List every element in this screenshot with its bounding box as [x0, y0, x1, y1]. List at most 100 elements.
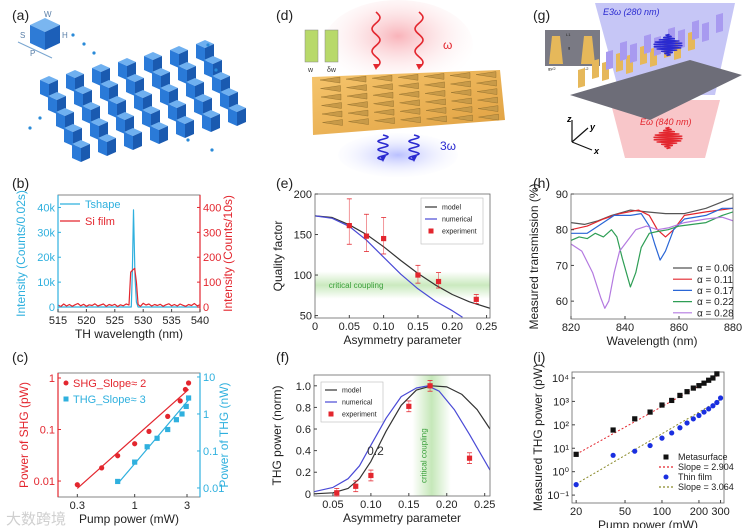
- triangle-antenna: [320, 93, 342, 101]
- y-tick-label: 10⁰: [552, 467, 569, 479]
- y-tick-label: 10¹: [553, 443, 569, 455]
- cube-left: [178, 66, 187, 84]
- legend: model numerical experiment: [420, 197, 484, 245]
- x-tick-label: 840: [616, 322, 634, 334]
- harmonic-wave-arrow-arrowhead: [411, 156, 417, 162]
- data-point: [647, 409, 653, 415]
- y-tick-label: 1.0: [296, 381, 311, 393]
- band-label: critical coupling: [419, 428, 428, 483]
- thg-wave-packet: [653, 33, 683, 57]
- triangle-antenna: [478, 113, 499, 121]
- legend-label: Metasurface: [678, 452, 728, 462]
- data-point: [132, 459, 138, 465]
- data-point: [647, 442, 653, 449]
- cube-block: [168, 100, 186, 122]
- inset-label-s: S: [20, 31, 25, 40]
- cube-left: [204, 60, 213, 78]
- chart-h: 820 840 860 880 60 70 80 90 Wavelength (nm) Measu…: [527, 183, 742, 348]
- data-point: [185, 395, 192, 401]
- x-tick-label: 515: [49, 315, 67, 327]
- y-tick-label: 0: [305, 489, 311, 501]
- triangle-antenna: [399, 99, 420, 107]
- y-tick-label: 50: [300, 311, 312, 323]
- illustration-d-metasurface: w δw ω 3ω: [304, 0, 505, 177]
- x-tick-label: 3: [184, 500, 190, 512]
- y-tick-label: 0.8: [296, 402, 311, 414]
- triangle-antenna: [319, 76, 341, 84]
- chart-f: critical coupling 0.05 0.10 0.15 0.20 0.25 0 0.…: [270, 374, 495, 525]
- cube-block: [108, 96, 126, 118]
- series-line-h-3: [571, 211, 733, 288]
- y-tick-label: 100: [294, 270, 312, 282]
- data-point: [144, 444, 150, 450]
- data-point: [99, 465, 105, 471]
- data-point: [183, 403, 189, 410]
- dot: [210, 148, 214, 152]
- illustration-g-metasurface: E3ω (280 nm) Eω (840 nm) z y x L1 g L2 g…: [545, 3, 742, 158]
- legend-label: Slope = 3.064: [678, 482, 734, 492]
- inset-label-w: w: [307, 67, 314, 74]
- plot-area: [571, 197, 733, 309]
- triangle-antenna: [346, 92, 368, 100]
- cube-block: [228, 104, 246, 126]
- cube-right: [81, 144, 90, 162]
- y2-tick-label: 10: [203, 372, 215, 384]
- series-line-b-1: [58, 267, 200, 308]
- bar-antenna: [716, 13, 723, 33]
- cube-block: [150, 122, 168, 144]
- plot-frame: [570, 193, 734, 320]
- y-axis-label: THG power (norm): [270, 385, 284, 485]
- panel-label-i: (i): [533, 349, 545, 365]
- x-tick-label: 0.3: [70, 500, 85, 512]
- data-point: [165, 426, 171, 433]
- data-point: [346, 223, 352, 229]
- legend: model numerical experiment: [320, 381, 384, 423]
- cube-left: [100, 84, 109, 102]
- legend-label: Tshape: [85, 199, 120, 211]
- axis-z-label: z: [566, 114, 572, 124]
- chart-b: 515 520 525 530 535 540010k20k30k40k010020030…: [14, 190, 235, 341]
- y-axis-label: Quality factor: [271, 221, 285, 292]
- pump-wave-packet: [653, 126, 683, 150]
- substrate: [570, 60, 742, 120]
- x-tick-label: 525: [106, 315, 124, 327]
- y-tick-label: 0.4: [296, 446, 311, 458]
- panel-label-f: (f): [276, 349, 289, 365]
- legend-label: SHG_Slope≈ 2: [73, 378, 146, 390]
- y-tick-label: 60: [556, 296, 568, 308]
- data-point: [710, 403, 716, 409]
- data-point: [74, 482, 80, 488]
- y-tick-label: 1: [49, 373, 55, 385]
- plot-area: [314, 375, 490, 496]
- panel-label-h: (h): [533, 175, 550, 191]
- panel-label-g: (g): [533, 7, 550, 23]
- cube-left: [98, 138, 107, 156]
- data-point: [714, 399, 720, 406]
- y-tick-label: 200: [294, 189, 312, 201]
- cube-right: [237, 108, 246, 126]
- plot-frame: [57, 372, 201, 498]
- triangle-antenna: [372, 83, 393, 90]
- y-tick-label: 70: [556, 260, 568, 272]
- triangle-antenna: [425, 98, 446, 106]
- y-tick-label: 30k: [37, 227, 55, 239]
- triangle-antenna: [321, 102, 342, 109]
- x-axis-label: Asymmetry parameter: [343, 333, 461, 347]
- triangle-antenna: [348, 118, 369, 125]
- plot-frame: [313, 374, 491, 497]
- cube-right: [107, 138, 116, 156]
- legend-label: Thin film: [678, 472, 712, 482]
- cube-left: [176, 120, 185, 138]
- triangle-antenna: [321, 110, 343, 118]
- y-tick-label: 0.01: [34, 476, 55, 488]
- data-point: [684, 420, 690, 426]
- cube-left: [134, 94, 143, 112]
- legend-label: α = 0.28: [697, 308, 734, 319]
- series-line-h-0: [571, 197, 733, 225]
- triangle-antenna: [373, 108, 395, 116]
- critical-coupling-band: [412, 375, 451, 496]
- data-point: [696, 383, 702, 389]
- cube-left: [74, 90, 83, 108]
- cube-right: [211, 114, 220, 132]
